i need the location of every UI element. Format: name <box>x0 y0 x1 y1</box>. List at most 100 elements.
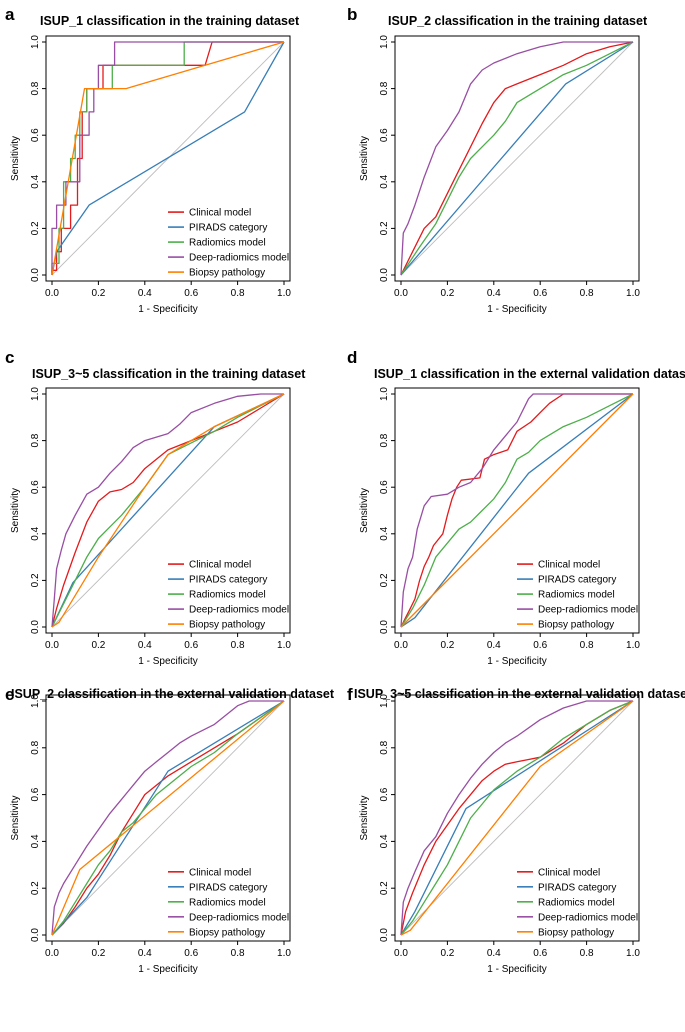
legend-label: PIRADS category <box>189 882 267 893</box>
y-tick-label: 0.8 <box>379 740 390 754</box>
legend-label: Radiomics model <box>538 590 615 601</box>
y-axis-label: Sensitivity <box>359 136 370 181</box>
x-tick-label: 0.8 <box>231 640 245 651</box>
roc-line-deep-radiomics-model <box>51 41 284 275</box>
x-axis-label: 1 - Specificity <box>138 964 197 975</box>
x-tick-label: 0.4 <box>138 288 152 299</box>
roc-line-radiomics-model <box>400 700 634 936</box>
legend-label: Deep-radiomics model <box>538 605 638 616</box>
x-tick-label: 0.2 <box>440 288 454 299</box>
legend-label: Biopsy pathology <box>189 620 265 631</box>
y-tick-label: 1.0 <box>379 387 390 401</box>
chart-title: ISUP_2 classification in the external va… <box>11 687 335 701</box>
roc-line-biopsy-pathology <box>400 393 634 628</box>
roc-line-radiomics-model <box>400 41 634 276</box>
x-axis-label: 1 - Specificity <box>138 656 197 667</box>
legend-label: Clinical model <box>538 560 600 571</box>
y-tick-label: 0.0 <box>379 620 390 634</box>
x-tick-label: 0.0 <box>45 948 59 959</box>
y-tick-label: 0.0 <box>30 928 41 942</box>
x-tick-label: 0.8 <box>231 948 245 959</box>
roc-line-radiomics-model <box>400 393 634 628</box>
x-tick-label: 0.6 <box>533 948 547 959</box>
y-tick-label: 0.0 <box>30 620 41 634</box>
reference-diagonal <box>51 393 285 628</box>
x-axis-label: 1 - Specificity <box>487 656 546 667</box>
x-tick-label: 0.0 <box>394 640 408 651</box>
roc-line-deep-radiomics-model <box>51 700 284 936</box>
legend-label: Clinical model <box>189 867 251 878</box>
y-tick-label: 0.4 <box>379 526 390 540</box>
x-tick-label: 1.0 <box>277 948 291 959</box>
y-axis-label: Sensitivity <box>10 136 21 181</box>
legend-label: Radiomics model <box>189 238 266 249</box>
x-tick-label: 0.0 <box>45 288 59 299</box>
roc-line-deep-radiomics-model <box>51 393 284 628</box>
plot-frame <box>45 387 291 634</box>
chart-title: ISUP_3~5 classification in the training … <box>32 367 306 381</box>
panel-letter: c <box>5 348 14 367</box>
y-tick-label: 0.6 <box>379 480 390 494</box>
chart-title: ISUP_3~5 classification in the external … <box>354 687 685 701</box>
y-axis-label: Sensitivity <box>359 795 370 840</box>
y-tick-label: 0.8 <box>30 740 41 754</box>
x-tick-label: 0.4 <box>487 948 501 959</box>
plot-frame <box>394 694 640 942</box>
legend-label: Radiomics model <box>538 897 615 908</box>
y-tick-label: 1.0 <box>30 694 41 708</box>
x-axis-label: 1 - Specificity <box>487 964 546 975</box>
y-tick-label: 1.0 <box>379 35 390 49</box>
reference-diagonal <box>400 700 634 936</box>
y-tick-label: 0.4 <box>30 526 41 540</box>
plot-frame <box>394 387 640 634</box>
legend-label: Deep-radiomics model <box>538 912 638 923</box>
y-tick-label: 0.0 <box>379 928 390 942</box>
legend-label: Deep-radiomics model <box>189 253 289 264</box>
x-tick-label: 0.4 <box>138 640 152 651</box>
x-tick-label: 0.8 <box>580 640 594 651</box>
reference-diagonal <box>400 41 634 276</box>
chart-title: ISUP_1 classification in the training da… <box>40 14 300 28</box>
legend-label: Biopsy pathology <box>189 268 265 279</box>
panel-a: a ISUP_1 classification in the training d… <box>5 5 300 315</box>
x-tick-label: 0.2 <box>91 948 105 959</box>
y-tick-label: 1.0 <box>379 694 390 708</box>
y-axis-label: Sensitivity <box>10 488 21 533</box>
x-tick-label: 0.8 <box>580 948 594 959</box>
panel-letter: a <box>5 5 15 24</box>
x-tick-label: 1.0 <box>626 640 640 651</box>
y-tick-label: 0.2 <box>30 573 41 587</box>
x-tick-label: 0.4 <box>487 640 501 651</box>
panel-f: f ISUP_3~5 classification in the external… <box>347 685 685 975</box>
legend-label: Radiomics model <box>189 897 266 908</box>
roc-line-clinical-model <box>400 41 634 276</box>
y-tick-label: 1.0 <box>30 35 41 49</box>
y-tick-label: 0.6 <box>379 128 390 142</box>
y-tick-label: 0.2 <box>30 221 41 235</box>
panel-d: d ISUP_1 classification in the external v… <box>347 348 685 667</box>
legend-label: PIRADS category <box>189 223 267 234</box>
y-tick-label: 0.4 <box>30 174 41 188</box>
roc-line-deep-radiomics-model <box>400 41 633 276</box>
legend-label: Clinical model <box>189 208 251 219</box>
legend-label: Deep-radiomics model <box>189 912 289 923</box>
legend-label: PIRADS category <box>538 575 616 586</box>
y-tick-label: 0.6 <box>30 128 41 142</box>
x-tick-label: 0.2 <box>91 288 105 299</box>
y-tick-label: 1.0 <box>30 387 41 401</box>
y-tick-label: 0.8 <box>379 81 390 95</box>
x-tick-label: 0.6 <box>184 948 198 959</box>
plot-frame <box>45 694 291 942</box>
y-tick-label: 0.4 <box>30 834 41 848</box>
roc-line-clinical-model <box>51 700 285 936</box>
x-tick-label: 0.4 <box>487 288 501 299</box>
x-tick-label: 0.8 <box>231 288 245 299</box>
x-tick-label: 0.0 <box>45 640 59 651</box>
legend-label: Biopsy pathology <box>538 927 614 938</box>
x-tick-label: 1.0 <box>277 640 291 651</box>
x-tick-label: 0.6 <box>184 288 198 299</box>
roc-line-clinical-model <box>400 700 634 936</box>
y-tick-label: 0.0 <box>30 268 41 282</box>
legend-label: Biopsy pathology <box>538 620 614 631</box>
